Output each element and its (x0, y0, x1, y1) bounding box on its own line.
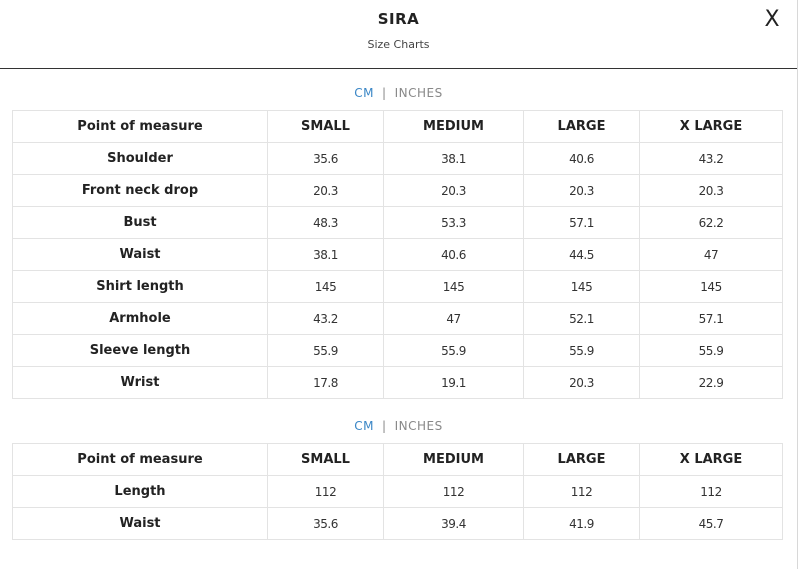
table-cell: 112 (267, 475, 384, 508)
header-cell: LARGE (523, 443, 640, 476)
table-cell: 41.9 (523, 507, 640, 540)
table-cell: 55.9 (523, 334, 640, 367)
table-cell: 62.2 (639, 206, 783, 239)
modal-header: SIRA Size Charts X (0, 0, 797, 69)
table-cell: 35.6 (267, 507, 384, 540)
row-label: Shoulder (12, 142, 268, 175)
table-cell: 112 (383, 475, 524, 508)
table-cell: 20.3 (267, 174, 384, 207)
table-cell: 22.9 (639, 366, 783, 399)
table-row: Bust 48.3 53.3 57.1 62.2 (12, 206, 783, 239)
header-cell: X LARGE (639, 110, 783, 143)
table-cell: 145 (639, 270, 783, 303)
unit-separator: | (382, 419, 387, 433)
table-cell: 47 (639, 238, 783, 271)
table-cell: 57.1 (523, 206, 640, 239)
header-cell: Point of measure (12, 110, 268, 143)
unit-separator: | (382, 86, 387, 100)
table-cell: 47 (383, 302, 524, 335)
row-label: Waist (12, 507, 268, 540)
row-label: Armhole (12, 302, 268, 335)
table-cell: 38.1 (383, 142, 524, 175)
header-cell: MEDIUM (383, 110, 524, 143)
close-icon[interactable]: X (764, 7, 780, 32)
table-cell: 40.6 (523, 142, 640, 175)
table-header-row: Point of measure SMALL MEDIUM LARGE X LA… (12, 110, 783, 143)
header-cell: MEDIUM (383, 443, 524, 476)
row-label: Bust (12, 206, 268, 239)
table-row: Waist 35.6 39.4 41.9 45.7 (12, 507, 783, 540)
table-cell: 17.8 (267, 366, 384, 399)
unit-toggle-2: CM | INCHES (0, 419, 797, 433)
table-cell: 20.3 (523, 174, 640, 207)
size-table-top: Point of measure SMALL MEDIUM LARGE X LA… (12, 110, 783, 399)
table-row: Shirt length 145 145 145 145 (12, 270, 783, 303)
unit-toggle-1: CM | INCHES (0, 86, 797, 100)
row-label: Front neck drop (12, 174, 268, 207)
table-row: Shoulder 35.6 38.1 40.6 43.2 (12, 142, 783, 175)
table-cell: 20.3 (383, 174, 524, 207)
unit-inches-button[interactable]: INCHES (394, 86, 443, 100)
table-cell: 112 (639, 475, 783, 508)
table-cell: 145 (383, 270, 524, 303)
table-cell: 48.3 (267, 206, 384, 239)
unit-cm-button[interactable]: CM (354, 419, 375, 433)
unit-cm-button[interactable]: CM (354, 86, 375, 100)
table-row: Armhole 43.2 47 52.1 57.1 (12, 302, 783, 335)
size-table-bottom: Point of measure SMALL MEDIUM LARGE X LA… (12, 443, 783, 540)
row-label: Sleeve length (12, 334, 268, 367)
table-cell: 39.4 (383, 507, 524, 540)
row-label: Waist (12, 238, 268, 271)
row-label: Shirt length (12, 270, 268, 303)
table-cell: 20.3 (639, 174, 783, 207)
table-cell: 19.1 (383, 366, 524, 399)
table-cell: 35.6 (267, 142, 384, 175)
table-cell: 55.9 (267, 334, 384, 367)
brand-title: SIRA (377, 10, 420, 28)
unit-inches-button[interactable]: INCHES (394, 419, 443, 433)
table-row: Waist 38.1 40.6 44.5 47 (12, 238, 783, 271)
table-cell: 145 (523, 270, 640, 303)
table-cell: 53.3 (383, 206, 524, 239)
table-row: Front neck drop 20.3 20.3 20.3 20.3 (12, 174, 783, 207)
table-header-row: Point of measure SMALL MEDIUM LARGE X LA… (12, 443, 783, 476)
table-cell: 20.3 (523, 366, 640, 399)
table-cell: 55.9 (639, 334, 783, 367)
table-cell: 38.1 (267, 238, 384, 271)
row-label: Wrist (12, 366, 268, 399)
table-cell: 112 (523, 475, 640, 508)
table-cell: 44.5 (523, 238, 640, 271)
table-cell: 40.6 (383, 238, 524, 271)
header-cell: LARGE (523, 110, 640, 143)
header-cell: SMALL (267, 110, 384, 143)
table-cell: 52.1 (523, 302, 640, 335)
table-cell: 43.2 (267, 302, 384, 335)
table-cell: 45.7 (639, 507, 783, 540)
table-row: Length 112 112 112 112 (12, 475, 783, 508)
table-cell: 57.1 (639, 302, 783, 335)
row-label: Length (12, 475, 268, 508)
header-cell: X LARGE (639, 443, 783, 476)
table-cell: 55.9 (383, 334, 524, 367)
header-cell: Point of measure (12, 443, 268, 476)
header-cell: SMALL (267, 443, 384, 476)
modal-subtitle: Size Charts (367, 38, 430, 51)
table-cell: 43.2 (639, 142, 783, 175)
table-row: Sleeve length 55.9 55.9 55.9 55.9 (12, 334, 783, 367)
table-cell: 145 (267, 270, 384, 303)
table-row: Wrist 17.8 19.1 20.3 22.9 (12, 366, 783, 399)
